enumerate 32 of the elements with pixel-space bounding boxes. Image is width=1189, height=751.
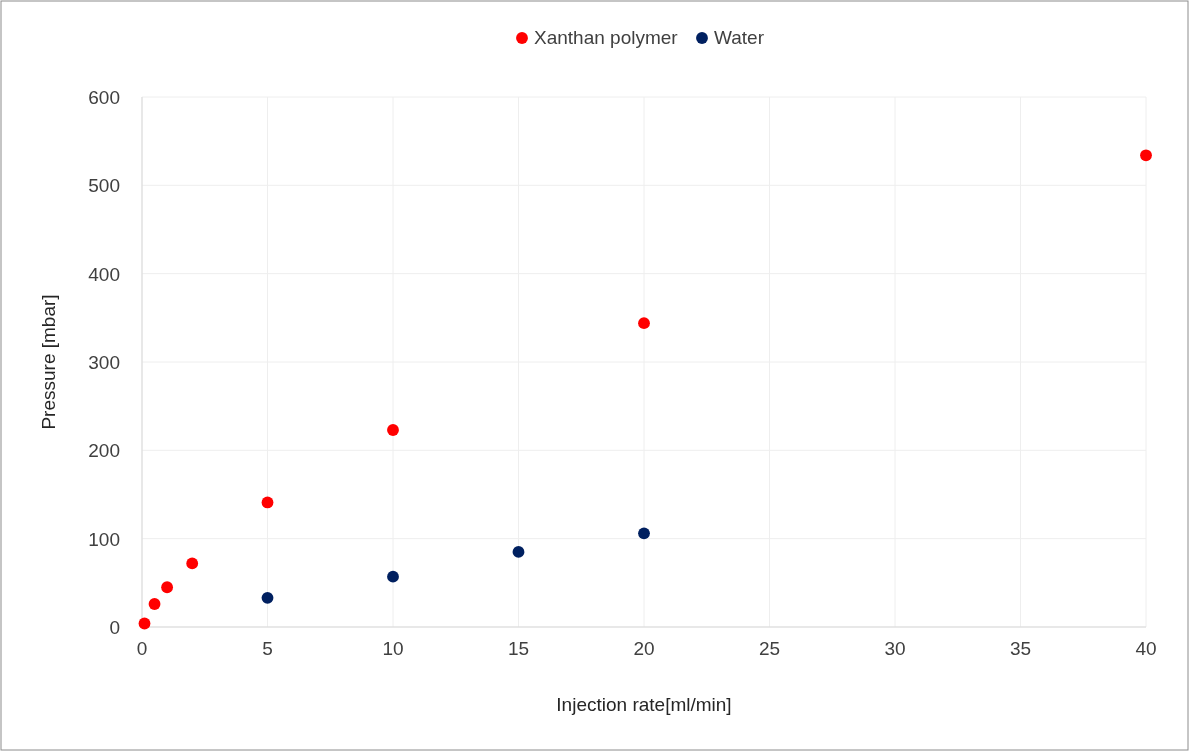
point <box>638 527 650 540</box>
legend-label: Water <box>714 27 765 48</box>
point <box>148 598 161 610</box>
point <box>138 617 151 630</box>
x-tick-label: 5 <box>262 638 273 659</box>
x-tick-label: 0 <box>136 638 148 659</box>
point <box>261 591 274 604</box>
y-tick-label: 300 <box>88 352 120 373</box>
point <box>1140 149 1152 162</box>
x-tick-label: 25 <box>758 638 781 659</box>
x-tick-label: 30 <box>884 638 906 659</box>
point <box>261 496 274 509</box>
y-tick-label: 400 <box>88 263 120 285</box>
x-axis-title: Injection rate[ml/min] <box>556 694 732 715</box>
point <box>161 581 174 594</box>
y-tick-label: 100 <box>88 528 120 550</box>
point <box>186 557 199 570</box>
x-tick-label: 15 <box>507 638 530 659</box>
y-axis-title: Pressure [mbar] <box>38 294 59 430</box>
x-tick-label: 10 <box>382 638 404 659</box>
y-tick-label: 600 <box>88 87 120 108</box>
legend-label: Xanthan polymer <box>534 27 679 48</box>
point <box>387 424 399 436</box>
point <box>638 317 650 330</box>
point <box>387 570 399 583</box>
y-tick-label: 200 <box>88 440 120 462</box>
x-tick-label: 40 <box>1135 638 1157 659</box>
point <box>512 546 525 558</box>
x-tick-label: 35 <box>1009 638 1032 659</box>
y-tick-label: 500 <box>88 175 120 197</box>
x-tick-label: 20 <box>633 638 655 659</box>
y-tick-label: 0 <box>109 617 120 638</box>
